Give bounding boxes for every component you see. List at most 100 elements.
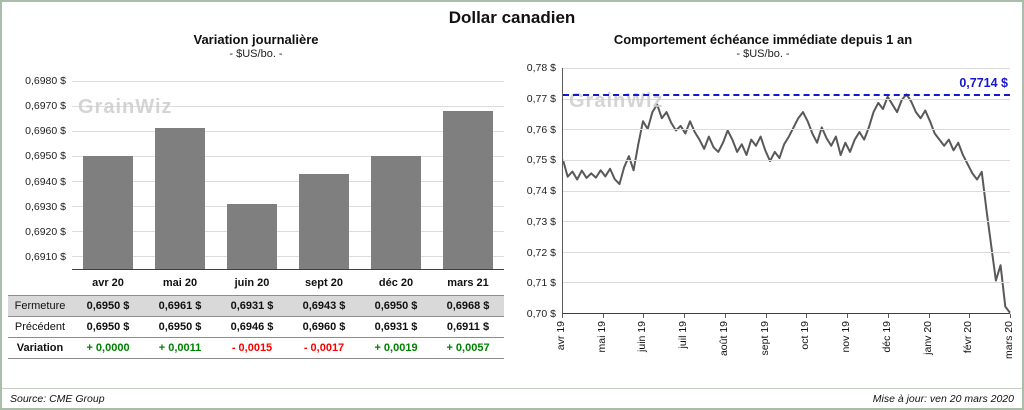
line-x-axis: avr 19 mai 19 juin 19 juil 19 août 19 sept 19… [555,314,1015,372]
table-header-row: avr 20 mai 20 juin 20 sept 20 déc 20 mars 21 [8,273,504,296]
month-header-cell: juin 20 [234,277,270,289]
value-cell: + 0,0019 [360,337,432,359]
bar-plot-area: GrainWiz [72,68,504,270]
footer: Source: CME Group Mise à jour: ven 20 ma… [2,388,1022,408]
value-cell: 0,6931 $ [360,316,432,338]
panel-one-year: Comportement échéance immédiate depuis 1… [514,28,1022,372]
y-tick-label: 0,6980 $ [25,74,66,87]
value-cell: 0,6961 $ [144,295,216,317]
x-tick-mark [887,314,889,318]
y-tick-label: 0,76 $ [526,123,556,136]
y-tick-label: 0,77 $ [526,92,556,105]
x-tick-mark [928,314,930,318]
month-header-cell: déc 20 [378,277,414,289]
gridline [72,105,504,107]
y-tick-label: 0,71 $ [526,277,556,290]
x-tick-mark [602,314,604,318]
row-label: Fermeture [8,295,72,317]
gridline [72,80,504,82]
y-tick-label: 0,70 $ [526,308,556,320]
x-tick-mark [562,314,563,318]
value-cell: 0,6931 $ [216,295,288,317]
month-header-cell: mars 21 [447,277,489,289]
month-header-cell: sept 20 [305,277,343,289]
gridline [72,206,504,208]
gridline [563,282,1010,284]
bar-slot [432,68,504,269]
month-header-cell: avr 20 [92,277,124,289]
table-corner-cell [8,273,72,296]
row-label: Variation [8,337,72,359]
x-tick-mark [1010,314,1011,318]
table-row: Précédent 0,6950 $0,6950 $0,6946 $0,6960 … [8,316,504,338]
y-tick-label: 0,72 $ [526,246,556,259]
bar-slot [360,68,432,269]
line-chart-title: Comportement échéance immédiate depuis 1… [613,32,913,47]
gridline [563,68,1010,69]
y-tick-label: 0,74 $ [526,185,556,197]
value-cell: 0,6950 $ [72,316,144,338]
reference-label: 0,7714 $ [959,76,1008,91]
line-chart-subtitle: - $US/bo. - [736,48,790,60]
x-tick-label: févr 20 [962,321,975,354]
table-row: Fermeture 0,6950 $0,6961 $0,6931 $0,6943 … [8,295,504,317]
value-cell: 0,6946 $ [216,316,288,338]
reference-line [563,94,1010,97]
x-tick-mark [806,314,808,318]
bar [298,173,350,269]
bar-slot [288,68,360,269]
x-tick-label: mai 19 [595,321,608,353]
line-chart: 0,70 $ 0,71 $ 0,72 $ 0,73 $ 0,74 $ 0,75 $ 0,76… [516,62,1015,372]
x-tick-mark [765,314,767,318]
x-tick-label: mars 20 [1003,321,1015,359]
x-tick-label: sept 19 [758,321,771,356]
bar [82,155,134,269]
gridline [563,159,1010,161]
x-tick-mark [724,314,726,318]
y-tick-label: 0,6940 $ [25,175,66,188]
update-note: Mise à jour: ven 20 mars 2020 [872,392,1014,405]
gridline [72,130,504,132]
value-cell: 0,6950 $ [144,316,216,338]
line-y-axis: 0,70 $ 0,71 $ 0,72 $ 0,73 $ 0,74 $ 0,75 $ 0,76… [516,62,562,320]
x-tick-label: déc 19 [880,321,893,353]
bar-slot [144,68,216,269]
gridline [72,155,504,157]
bar [370,155,422,269]
data-table-body: avr 20 mai 20 juin 20 sept 20 déc 20 mars 21 F… [8,273,504,359]
price-line-series [563,68,1010,313]
value-cell: 0,6950 $ [72,295,144,317]
value-cell: + 0,0011 [144,337,216,359]
bar-slot [216,68,288,269]
value-cell: + 0,0057 [432,337,504,359]
gridline [72,256,504,258]
value-cell: 0,6968 $ [432,295,504,317]
source-note: Source: CME Group [10,392,105,405]
x-tick-mark [684,314,686,318]
y-tick-label: 0,6920 $ [25,226,66,239]
x-tick-mark [969,314,971,318]
y-tick-label: 0,6960 $ [25,125,66,138]
x-tick-label: juin 19 [636,321,649,352]
bar-chart: 0,6910 $ 0,6920 $ 0,6930 $ 0,6940 $ 0,6950 $… [8,68,504,270]
value-cell: - 0,0015 [216,337,288,359]
value-cell: 0,6943 $ [288,295,360,317]
y-tick-label: 0,78 $ [526,62,556,74]
value-cell: 0,6960 $ [288,316,360,338]
grainwiz-watermark: GrainWiz [78,96,173,118]
content: Variation journalière - $US/bo. - 0,6910… [2,28,1022,372]
gridline [563,190,1010,192]
line-chart-main: GrainWiz 0,7714 $ avr 19 mai 19 juin 19 jui… [555,68,1015,372]
x-tick-label: août 19 [717,321,730,357]
bar [442,110,494,269]
x-tick-label: nov 19 [840,321,853,353]
bar [154,128,206,269]
bar-y-axis: 0,6910 $ 0,6920 $ 0,6930 $ 0,6940 $ 0,6950 $… [8,68,72,270]
gridline [563,221,1010,223]
data-table: avr 20 mai 20 juin 20 sept 20 déc 20 mars 21 F… [8,273,504,359]
page-title: Dollar canadien [448,8,576,27]
y-tick-label: 0,73 $ [526,215,556,228]
bar-chart-subtitle: - $US/bo. - [229,48,283,60]
panel-daily-variation: Variation journalière - $US/bo. - 0,6910… [2,28,514,372]
